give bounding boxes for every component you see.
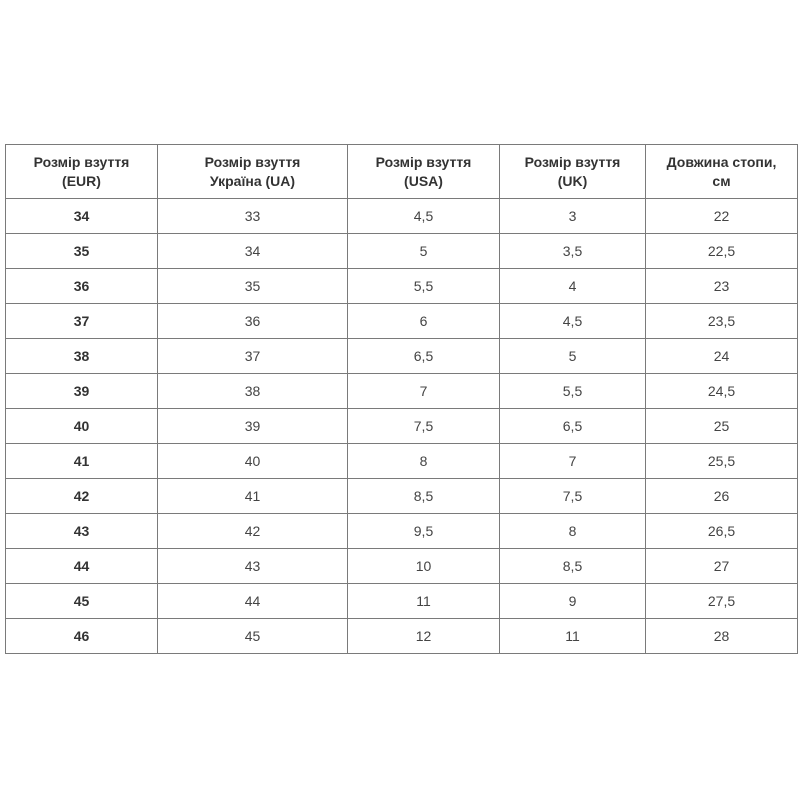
cell-eur: 35 xyxy=(5,233,158,269)
cell-uk: 8,5 xyxy=(499,548,646,584)
cell-ua: 45 xyxy=(157,618,348,654)
table-row: 39 38 7 5,5 24,5 xyxy=(5,373,798,409)
cell-foot-length: 25,5 xyxy=(645,443,798,479)
header-row: Розмір взуття (EUR) Розмір взуття Україна (… xyxy=(5,144,798,199)
cell-usa: 6,5 xyxy=(347,338,500,374)
cell-foot-length: 22 xyxy=(645,198,798,234)
cell-usa: 4,5 xyxy=(347,198,500,234)
header-line: Довжина стопи, xyxy=(666,153,777,170)
cell-usa: 5,5 xyxy=(347,268,500,304)
header-line: Розмір взуття xyxy=(204,153,301,170)
cell-usa: 8 xyxy=(347,443,500,479)
header-line: Розмір взуття xyxy=(524,153,621,170)
cell-usa: 12 xyxy=(347,618,500,654)
table-row: 35 34 5 3,5 22,5 xyxy=(5,233,798,269)
cell-eur: 45 xyxy=(5,583,158,619)
table-row: 36 35 5,5 4 23 xyxy=(5,268,798,304)
cell-usa: 10 xyxy=(347,548,500,584)
cell-ua: 43 xyxy=(157,548,348,584)
cell-ua: 38 xyxy=(157,373,348,409)
header-line: Україна (UA) xyxy=(209,172,296,189)
cell-uk: 3,5 xyxy=(499,233,646,269)
cell-eur: 46 xyxy=(5,618,158,654)
cell-usa: 8,5 xyxy=(347,478,500,514)
table-row: 40 39 7,5 6,5 25 xyxy=(5,408,798,444)
table-row: 38 37 6,5 5 24 xyxy=(5,338,798,374)
cell-ua: 42 xyxy=(157,513,348,549)
cell-uk: 3 xyxy=(499,198,646,234)
cell-ua: 44 xyxy=(157,583,348,619)
cell-uk: 11 xyxy=(499,618,646,654)
cell-eur: 43 xyxy=(5,513,158,549)
cell-foot-length: 24 xyxy=(645,338,798,374)
header-line: см xyxy=(712,172,731,189)
table-row: 46 45 12 11 28 xyxy=(5,618,798,654)
cell-usa: 6 xyxy=(347,303,500,339)
header-line: Розмір взуття xyxy=(375,153,472,170)
cell-uk: 6,5 xyxy=(499,408,646,444)
cell-eur: 40 xyxy=(5,408,158,444)
table-row: 41 40 8 7 25,5 xyxy=(5,443,798,479)
header-foot-length: Довжина стопи, см xyxy=(645,144,798,199)
cell-eur: 37 xyxy=(5,303,158,339)
cell-foot-length: 26,5 xyxy=(645,513,798,549)
header-eur: Розмір взуття (EUR) xyxy=(5,144,158,199)
table-row: 44 43 10 8,5 27 xyxy=(5,548,798,584)
cell-ua: 39 xyxy=(157,408,348,444)
cell-eur: 42 xyxy=(5,478,158,514)
cell-foot-length: 22,5 xyxy=(645,233,798,269)
cell-ua: 33 xyxy=(157,198,348,234)
cell-eur: 36 xyxy=(5,268,158,304)
cell-eur: 41 xyxy=(5,443,158,479)
table-row: 43 42 9,5 8 26,5 xyxy=(5,513,798,549)
header-line: (UK) xyxy=(557,172,588,189)
table-row: 42 41 8,5 7,5 26 xyxy=(5,478,798,514)
cell-eur: 39 xyxy=(5,373,158,409)
cell-usa: 11 xyxy=(347,583,500,619)
header-line: Розмір взуття xyxy=(33,153,130,170)
cell-foot-length: 27,5 xyxy=(645,583,798,619)
cell-foot-length: 28 xyxy=(645,618,798,654)
cell-foot-length: 23 xyxy=(645,268,798,304)
cell-usa: 9,5 xyxy=(347,513,500,549)
cell-foot-length: 24,5 xyxy=(645,373,798,409)
table-row: 34 33 4,5 3 22 xyxy=(5,198,798,234)
cell-usa: 5 xyxy=(347,233,500,269)
header-line: (EUR) xyxy=(62,172,101,189)
cell-uk: 9 xyxy=(499,583,646,619)
cell-ua: 34 xyxy=(157,233,348,269)
cell-uk: 5 xyxy=(499,338,646,374)
table-row: 37 36 6 4,5 23,5 xyxy=(5,303,798,339)
cell-uk: 7,5 xyxy=(499,478,646,514)
cell-eur: 34 xyxy=(5,198,158,234)
cell-uk: 4,5 xyxy=(499,303,646,339)
cell-ua: 36 xyxy=(157,303,348,339)
header-line: (USA) xyxy=(404,172,443,189)
cell-eur: 38 xyxy=(5,338,158,374)
header-usa: Розмір взуття (USA) xyxy=(347,144,500,199)
cell-foot-length: 23,5 xyxy=(645,303,798,339)
table-row: 45 44 11 9 27,5 xyxy=(5,583,798,619)
cell-ua: 35 xyxy=(157,268,348,304)
cell-uk: 5,5 xyxy=(499,373,646,409)
cell-foot-length: 25 xyxy=(645,408,798,444)
cell-ua: 37 xyxy=(157,338,348,374)
cell-uk: 8 xyxy=(499,513,646,549)
cell-ua: 41 xyxy=(157,478,348,514)
cell-eur: 44 xyxy=(5,548,158,584)
header-uk: Розмір взуття (UK) xyxy=(499,144,646,199)
cell-foot-length: 27 xyxy=(645,548,798,584)
cell-usa: 7,5 xyxy=(347,408,500,444)
shoe-size-table: Розмір взуття (EUR) Розмір взуття Україна (… xyxy=(5,144,798,654)
cell-uk: 7 xyxy=(499,443,646,479)
cell-uk: 4 xyxy=(499,268,646,304)
cell-usa: 7 xyxy=(347,373,500,409)
header-ua: Розмір взуття Україна (UA) xyxy=(157,144,348,199)
cell-ua: 40 xyxy=(157,443,348,479)
cell-foot-length: 26 xyxy=(645,478,798,514)
